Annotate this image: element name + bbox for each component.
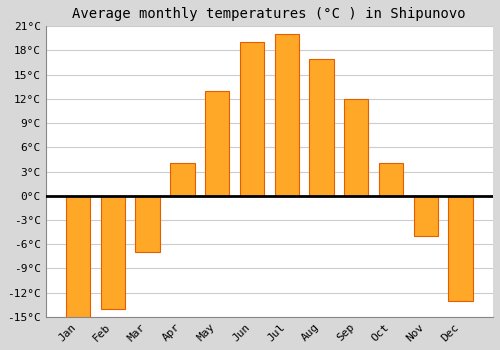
Bar: [66, 196, 90, 317]
Bar: [310, 58, 334, 196]
Bar: [414, 196, 438, 236]
Bar: [136, 196, 160, 252]
Bar: [379, 163, 403, 196]
Bar: [100, 196, 125, 309]
Title: Average monthly temperatures (°C ) in Shipunovo: Average monthly temperatures (°C ) in Sh…: [72, 7, 466, 21]
Bar: [205, 91, 230, 196]
Bar: [448, 196, 472, 301]
Bar: [240, 42, 264, 196]
Bar: [344, 99, 368, 196]
Bar: [170, 163, 194, 196]
Bar: [274, 34, 299, 196]
